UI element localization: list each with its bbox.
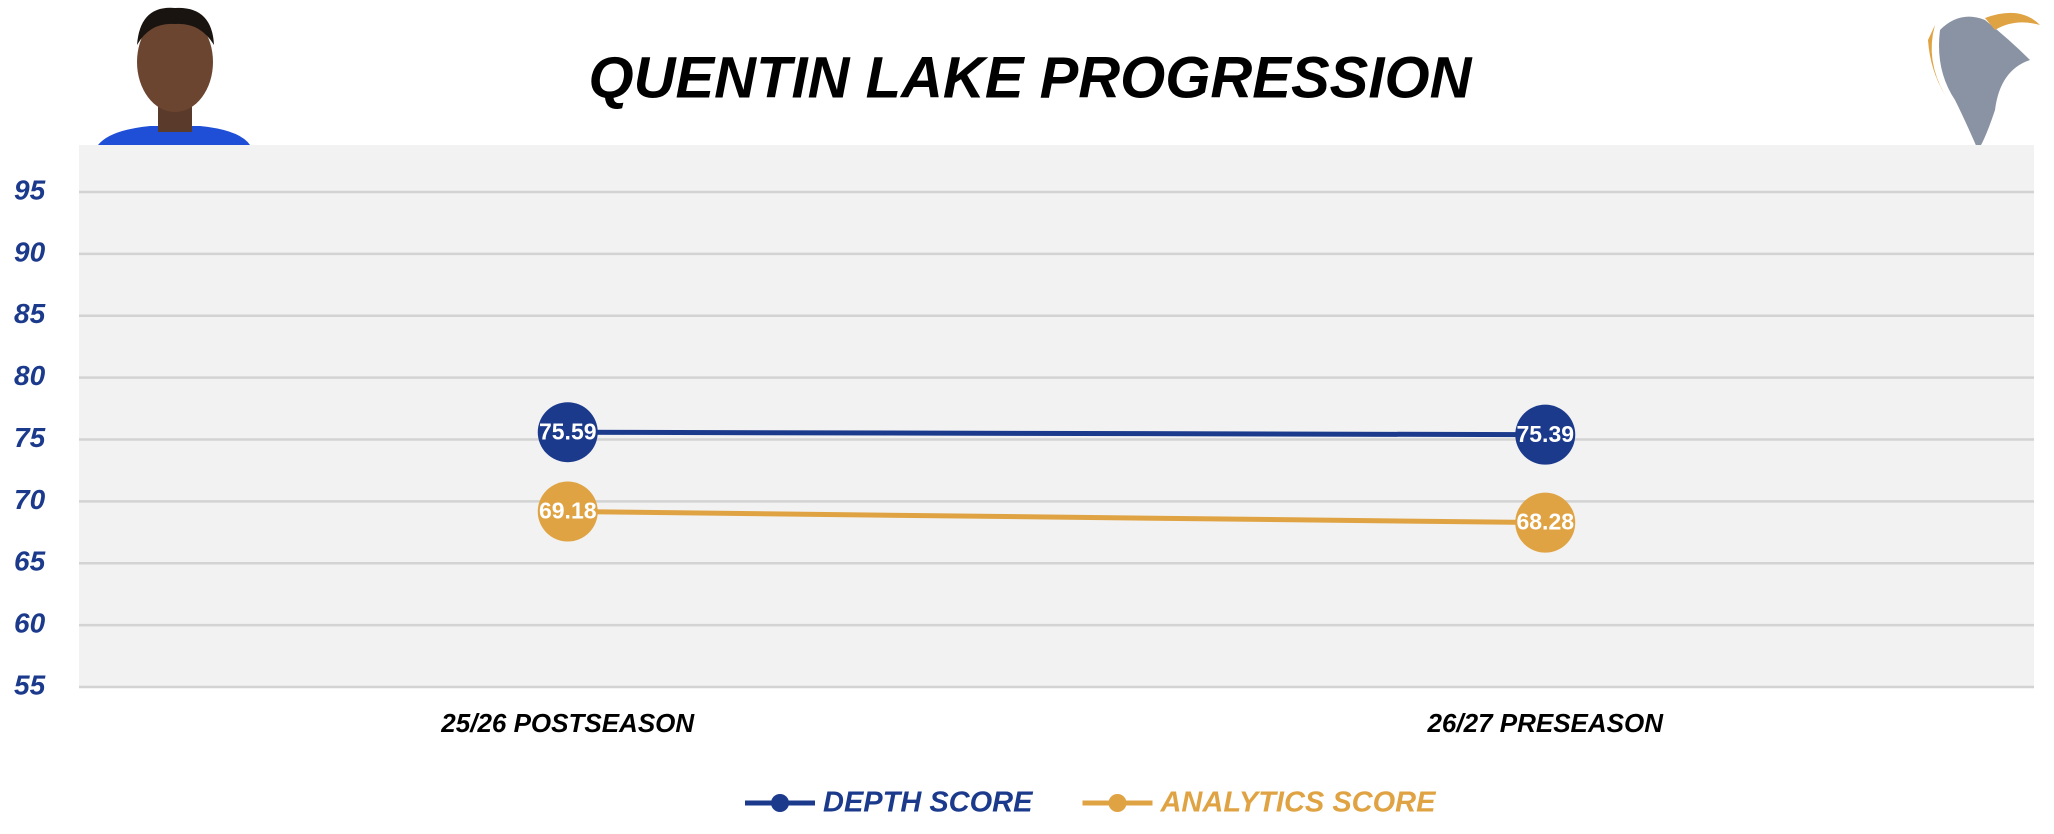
y-tick-label: 90	[14, 236, 46, 267]
y-tick-label: 55	[14, 669, 46, 700]
y-tick-label: 95	[14, 174, 46, 205]
plot-area	[79, 145, 2034, 687]
y-tick-label: 70	[14, 484, 46, 515]
data-point	[537, 402, 598, 463]
data-label: 69.18	[539, 498, 597, 524]
legend-marker	[1108, 794, 1127, 812]
y-tick-label: 80	[14, 360, 46, 391]
series-line	[567, 429, 1546, 438]
x-tick-label: 26/27 PRESEASON	[1426, 708, 1664, 738]
player-photo	[98, 7, 250, 145]
team-logo	[1928, 12, 2040, 150]
y-tick-label: 75	[14, 422, 46, 453]
series-line	[567, 509, 1546, 526]
data-label: 68.28	[1516, 509, 1574, 535]
y-tick-label: 60	[14, 608, 46, 639]
x-tick-label: 25/26 POSTSEASON	[440, 708, 695, 738]
data-point	[537, 481, 598, 542]
legend-item: DEPTH SCORE	[745, 787, 1034, 819]
data-point	[1515, 492, 1576, 553]
legend-marker	[771, 794, 789, 812]
data-label: 75.59	[539, 418, 597, 444]
chart-title: QUENTIN LAKE PROGRESSION	[589, 45, 1473, 110]
y-tick-label: 85	[14, 298, 46, 329]
data-point	[1515, 404, 1576, 465]
legend-label: ANALYTICS SCORE	[1159, 787, 1437, 819]
y-tick-label: 65	[14, 546, 46, 577]
legend-item: ANALYTICS SCORE	[1082, 787, 1437, 819]
legend-label: DEPTH SCORE	[823, 787, 1034, 819]
data-label: 75.39	[1516, 421, 1574, 447]
